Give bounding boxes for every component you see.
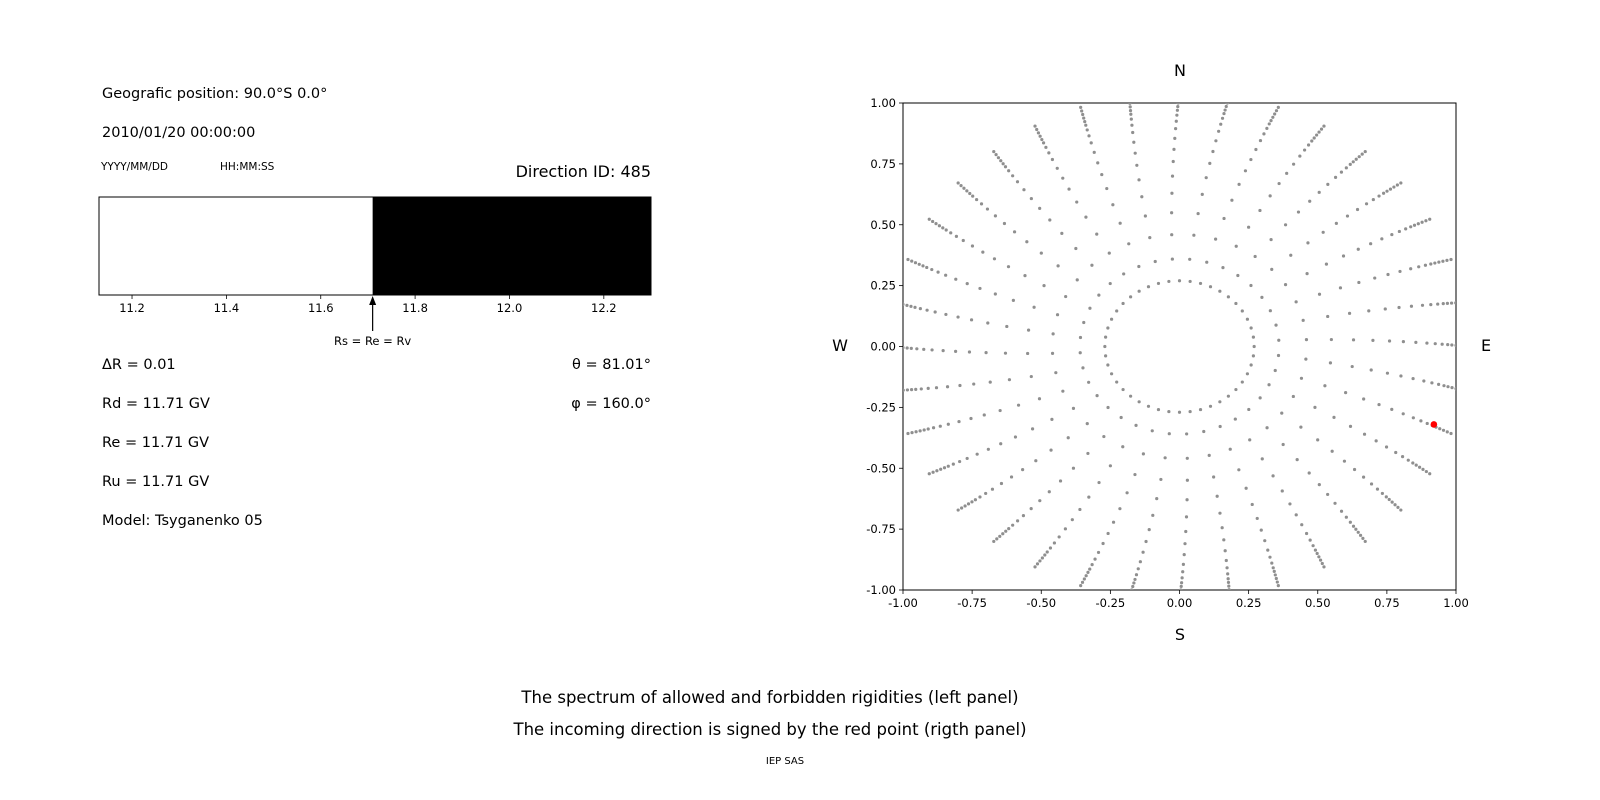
svg-text:0.00: 0.00 bbox=[870, 340, 896, 354]
caption-line-2: The incoming direction is signed by the … bbox=[513, 720, 1027, 739]
spectrum-frame bbox=[98, 196, 652, 296]
svg-text:-0.50: -0.50 bbox=[1026, 596, 1056, 610]
svg-text:-0.75: -0.75 bbox=[957, 596, 987, 610]
svg-text:12.0: 12.0 bbox=[497, 301, 523, 315]
red-point bbox=[1430, 421, 1438, 428]
svg-text:-1.00: -1.00 bbox=[888, 596, 918, 610]
svg-text:11.4: 11.4 bbox=[214, 301, 240, 315]
svg-text:-0.75: -0.75 bbox=[866, 522, 896, 536]
datetime-value: 2010/01/20 00:00:00 bbox=[102, 125, 256, 141]
rigidity-spectrum-chart: 11.2 11.4 11.6 11.8 12.0 12.2 Rs = Re = Rv bbox=[98, 196, 652, 348]
ru-value: Ru = 11.71 GV bbox=[102, 474, 210, 490]
svg-text:-1.00: -1.00 bbox=[866, 583, 896, 597]
time-format-label: HH:MM:SS bbox=[220, 161, 275, 173]
compass-east-label: E bbox=[1480, 336, 1492, 355]
geographic-position-label: Geografic position: 90.0°S 0.0° bbox=[102, 86, 328, 102]
cutoff-arrow-label: Rs = Re = Rv bbox=[334, 334, 411, 348]
caption-line-1: The spectrum of allowed and forbidden ri… bbox=[521, 688, 1019, 707]
svg-text:11.8: 11.8 bbox=[402, 301, 428, 315]
svg-text:1.00: 1.00 bbox=[870, 96, 896, 110]
svg-text:11.2: 11.2 bbox=[119, 301, 145, 315]
svg-text:0.25: 0.25 bbox=[870, 279, 896, 293]
svg-text:0.25: 0.25 bbox=[1236, 596, 1262, 610]
svg-text:11.6: 11.6 bbox=[308, 301, 334, 315]
forbidden-region bbox=[372, 197, 651, 295]
credit-label: IEP SAS bbox=[765, 756, 805, 767]
delta-r-value: ΔR = 0.01 bbox=[102, 357, 176, 373]
svg-text:0.75: 0.75 bbox=[1374, 596, 1400, 610]
model-label: Model: Tsyganenko 05 bbox=[102, 513, 263, 529]
svg-text:-0.25: -0.25 bbox=[1095, 596, 1125, 610]
incoming-direction-chart: -1.00 -0.75 -0.50 -0.25 0.00 0.25 0.50 0.75 1.00… bbox=[866, 96, 1469, 610]
re-value: Re = 11.71 GV bbox=[102, 435, 209, 451]
svg-text:12.2: 12.2 bbox=[591, 301, 617, 315]
compass-west-label: W bbox=[832, 336, 848, 355]
direction-dots bbox=[903, 103, 1456, 590]
svg-text:-0.25: -0.25 bbox=[866, 400, 896, 414]
axes-frame bbox=[902, 102, 1457, 591]
compass-north-label: N bbox=[1174, 61, 1186, 80]
svg-text:0.00: 0.00 bbox=[1167, 596, 1193, 610]
theta-value: θ = 81.01° bbox=[572, 357, 651, 373]
svg-text:-0.50: -0.50 bbox=[866, 461, 896, 475]
svg-text:0.50: 0.50 bbox=[870, 218, 896, 232]
svg-text:1.00: 1.00 bbox=[1443, 596, 1469, 610]
direction-id-label: Direction ID: 485 bbox=[515, 162, 651, 181]
date-format-label: YYYY/MM/DD bbox=[101, 161, 169, 173]
compass-south-label: S bbox=[1174, 625, 1186, 644]
svg-text:0.75: 0.75 bbox=[870, 157, 896, 171]
svg-text:0.50: 0.50 bbox=[1305, 596, 1331, 610]
phi-value: φ = 160.0° bbox=[571, 396, 651, 412]
rd-value: Rd = 11.71 GV bbox=[102, 396, 210, 412]
